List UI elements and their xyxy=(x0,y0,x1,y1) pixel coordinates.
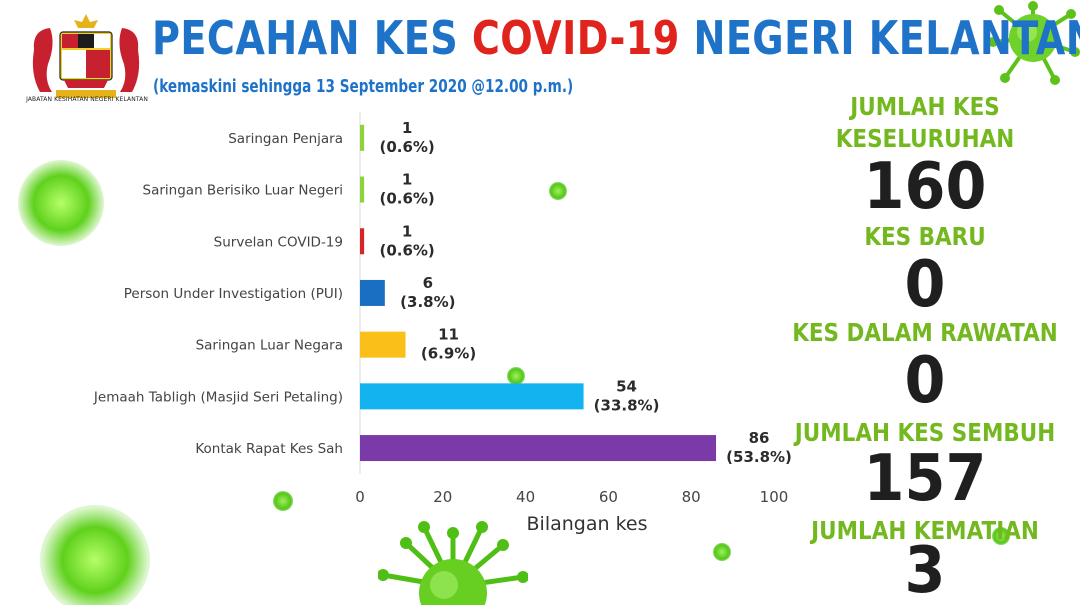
virus-dot xyxy=(549,182,567,200)
bar xyxy=(360,331,406,358)
virus-dot xyxy=(273,491,293,511)
crest-caption: JABATAN KESIHATAN NEGERI KELANTAN xyxy=(26,96,148,103)
stat-value: 0 xyxy=(904,248,946,322)
x-tick-label: 20 xyxy=(433,488,452,506)
stat-value: 3 xyxy=(904,534,946,605)
bar xyxy=(360,279,385,306)
page-title: PECAHAN KES COVID-19 NEGERI KELANTAN xyxy=(152,10,1080,66)
x-axis-title: Bilangan kes xyxy=(527,513,648,535)
category-label: Jemaah Tabligh (Masjid Seri Petaling) xyxy=(93,389,343,405)
bar xyxy=(360,124,365,151)
title-highlight: COVID-19 xyxy=(471,11,680,65)
stat-value: 157 xyxy=(863,442,987,516)
page-subtitle: (kemaskini sehingga 13 September 2020 @1… xyxy=(153,76,574,97)
x-tick-label: 100 xyxy=(760,488,789,506)
category-label: Saringan Luar Negara xyxy=(196,338,343,354)
category-label: Kontak Rapat Kes Sah xyxy=(195,441,343,457)
title-part-1: PECAHAN KES xyxy=(152,11,459,65)
stat-label: KES BARU xyxy=(864,222,986,251)
category-label: Person Under Investigation (PUI) xyxy=(124,286,343,302)
bar xyxy=(360,435,717,462)
virus-dot xyxy=(713,543,731,561)
virus-dot xyxy=(507,367,525,385)
data-label-value: 1 xyxy=(402,119,412,137)
data-label-value: 6 xyxy=(423,274,433,292)
stat-value: 0 xyxy=(904,344,946,418)
data-label-percent: (33.8%) xyxy=(594,396,660,414)
data-label-value: 11 xyxy=(438,326,459,344)
stats-panel: JUMLAH KES KESELURUHAN 160 KES BARU 0 KES DAL… xyxy=(760,88,1080,605)
stat-label: KES DALAM RAWATAN xyxy=(792,318,1058,347)
x-tick-label: 40 xyxy=(516,488,535,506)
data-label-value: 86 xyxy=(749,429,770,447)
stat-label: JUMLAH KES SEMBUH xyxy=(794,418,1056,447)
data-label-percent: (0.6%) xyxy=(379,190,434,208)
category-label: Survelan COVID-19 xyxy=(214,234,343,250)
data-label-percent: (3.8%) xyxy=(400,293,455,311)
stat-label: KESELURUHAN xyxy=(835,124,1015,153)
data-label-percent: (0.6%) xyxy=(379,138,434,156)
category-label: Saringan Berisiko Luar Negeri xyxy=(143,183,343,199)
data-label-percent: (53.8%) xyxy=(726,448,792,466)
bar xyxy=(360,228,365,255)
virus-blob-left xyxy=(18,160,104,246)
virus-icon xyxy=(378,521,528,605)
data-label-percent: (6.9%) xyxy=(421,345,476,363)
data-label-value: 1 xyxy=(402,171,412,189)
x-tick-label: 80 xyxy=(682,488,701,506)
virus-dot xyxy=(992,527,1010,545)
title-part-2: NEGERI KELANTAN xyxy=(693,11,1080,65)
bar xyxy=(360,176,365,203)
stat-label: JUMLAH KEMATIAN xyxy=(811,516,1039,545)
category-label: Saringan Penjara xyxy=(228,131,343,147)
stat-label: JUMLAH KES xyxy=(850,92,1000,121)
stat-value: 160 xyxy=(863,150,987,224)
data-label-value: 1 xyxy=(402,222,412,240)
bar xyxy=(360,383,584,410)
crest-icon xyxy=(32,14,140,98)
data-label-percent: (0.6%) xyxy=(379,241,434,259)
x-tick-label: 0 xyxy=(355,488,365,506)
x-tick-label: 60 xyxy=(599,488,618,506)
virus-blob-bottom-left xyxy=(40,505,150,605)
data-label-value: 54 xyxy=(616,377,637,395)
virus-icon xyxy=(988,1,1080,85)
